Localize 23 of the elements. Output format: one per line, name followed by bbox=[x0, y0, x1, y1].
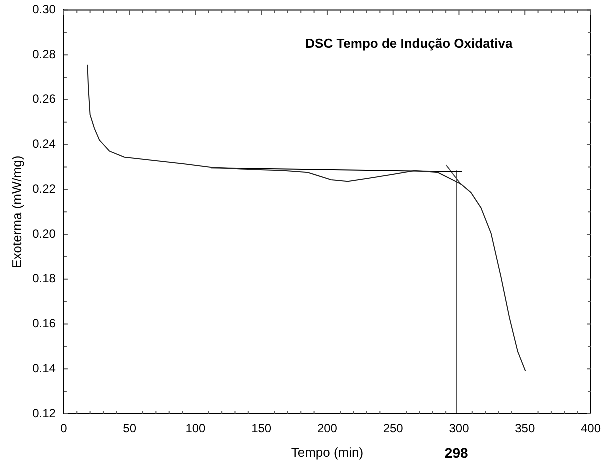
y-tick-label: 0.12 bbox=[32, 406, 56, 420]
annotation: 298 bbox=[444, 444, 468, 461]
x-tick-label: 200 bbox=[317, 422, 338, 436]
y-tick-label: 0.28 bbox=[32, 47, 56, 62]
y-tick-label: 0.30 bbox=[32, 2, 56, 17]
x-tick-label: 100 bbox=[186, 422, 206, 436]
x-tick-label: 350 bbox=[515, 422, 536, 436]
x-axis-title: Tempo (min) bbox=[291, 444, 364, 460]
x-tick-label: 150 bbox=[252, 422, 272, 436]
x-tick-label: 300 bbox=[449, 422, 470, 436]
y-axis-title: Exoterma (mW/mg) bbox=[9, 156, 24, 268]
y-tick-label: 0.14 bbox=[32, 361, 56, 376]
y-tick-label: 0.26 bbox=[32, 92, 56, 106]
x-tick-label: 50 bbox=[123, 422, 137, 436]
y-tick-label: 0.22 bbox=[32, 182, 56, 196]
x-tick-label: 0 bbox=[60, 422, 68, 436]
y-tick-label: 0.18 bbox=[32, 272, 56, 286]
y-tick-label: 0.16 bbox=[32, 316, 56, 331]
x-tick-label: 400 bbox=[580, 422, 602, 436]
y-tick-label: 0.20 bbox=[32, 226, 56, 241]
y-tick-label: 0.24 bbox=[32, 137, 56, 152]
x-tick-label: 250 bbox=[383, 422, 404, 436]
text: DSC Tempo de Indução Oxidativa bbox=[306, 36, 514, 51]
